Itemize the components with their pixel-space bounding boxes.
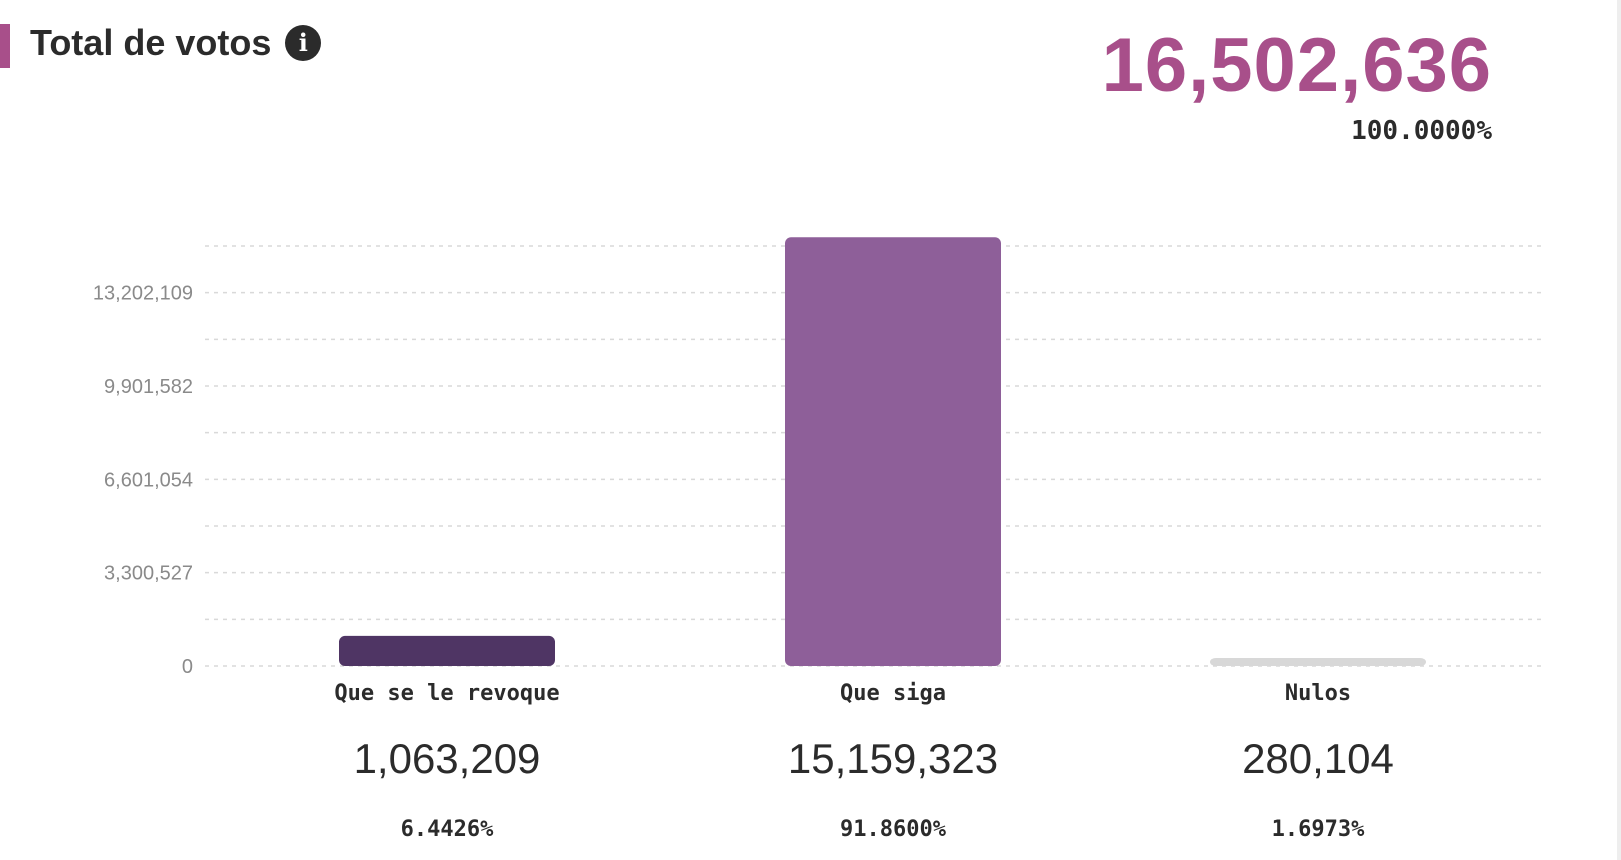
category-label: Nulos <box>1285 681 1351 706</box>
value-label: 15,159,323 <box>788 735 998 782</box>
y-tick-label: 13,202,109 <box>93 283 193 305</box>
y-tick-label: 0 <box>182 656 193 678</box>
panel-edge <box>1617 0 1621 860</box>
value-label: 280,104 <box>1242 735 1394 782</box>
percent-label: 6.4426% <box>401 817 494 842</box>
y-tick-label: 6,601,054 <box>104 469 193 491</box>
percent-label: 91.8600% <box>840 817 947 842</box>
chart-header: Total de votos i <box>30 22 322 64</box>
category-label: Que siga <box>840 681 946 706</box>
total-votes-percent: 100.0000% <box>1351 116 1492 146</box>
bar-1 <box>785 237 1001 666</box>
y-tick-label: 3,300,527 <box>104 563 193 585</box>
percent-label: 1.6973% <box>1272 817 1365 842</box>
title-accent-bar <box>0 24 10 68</box>
total-votes-value: 16,502,636 <box>1101 23 1492 108</box>
value-label: 1,063,209 <box>354 735 541 782</box>
info-circle-icon[interactable]: i <box>285 25 322 61</box>
chart-title: Total de votos <box>30 22 272 63</box>
bar-2 <box>1210 658 1426 666</box>
bar-0 <box>339 635 555 666</box>
category-label: Que se le revoque <box>334 681 559 706</box>
y-tick-label: 9,901,582 <box>104 376 193 398</box>
